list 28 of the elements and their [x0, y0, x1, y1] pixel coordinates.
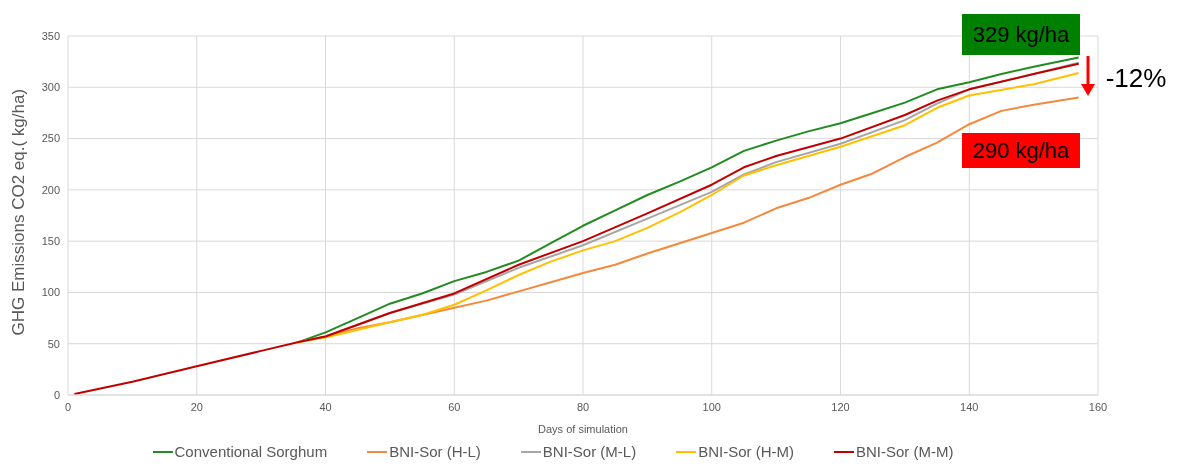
x-tick-label: 60 — [448, 400, 461, 413]
x-tick-label: 160 — [1088, 400, 1108, 413]
x-tick-label: 20 — [190, 400, 203, 413]
x-axis-title: Days of simulation — [538, 423, 628, 435]
x-tick-label: 140 — [960, 400, 979, 413]
y-tick-label: 100 — [41, 286, 60, 299]
legend-label: BNI-Sor (M-M) — [854, 443, 954, 460]
annotation: 290 kg/ha — [962, 133, 1080, 168]
x-tick-label: 100 — [702, 400, 721, 413]
legend-label: BNI-Sor (H-L) — [388, 443, 481, 460]
y-tick-label: 350 — [41, 29, 60, 42]
x-tick-label: 40 — [319, 400, 332, 413]
line-series — [73, 62, 1080, 395]
y-tick-label: 200 — [41, 183, 60, 196]
annotation: 329 kg/ha — [962, 14, 1080, 55]
legend-label: Conventional Sorghum — [173, 443, 328, 460]
y-tick-label: 0 — [53, 388, 60, 401]
text: -12% — [1104, 61, 1168, 95]
y-axis-title: GHG Emissions CO2 eq.( kg/ha) — [9, 88, 29, 336]
legend-label: BNI-Sor (M-L) — [541, 443, 637, 460]
y-tick-label: 250 — [41, 132, 60, 145]
x-tick-label: 0 — [64, 400, 72, 413]
y-tick-label: 50 — [47, 337, 60, 350]
y-tick-label: 300 — [41, 81, 60, 94]
x-tick-label: 80 — [576, 400, 590, 413]
y-tick-label: 150 — [41, 235, 60, 248]
legend-label: BNI-Sor (H-M) — [697, 443, 794, 460]
x-tick-label: 120 — [831, 400, 850, 413]
